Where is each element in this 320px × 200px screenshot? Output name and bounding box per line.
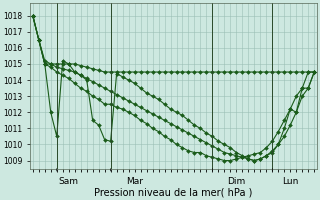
X-axis label: Pression niveau de la mer( hPa ): Pression niveau de la mer( hPa ) [94,187,253,197]
Text: Sam: Sam [59,177,79,186]
Text: Lun: Lun [282,177,299,186]
Text: Dim: Dim [227,177,245,186]
Text: Mar: Mar [126,177,143,186]
